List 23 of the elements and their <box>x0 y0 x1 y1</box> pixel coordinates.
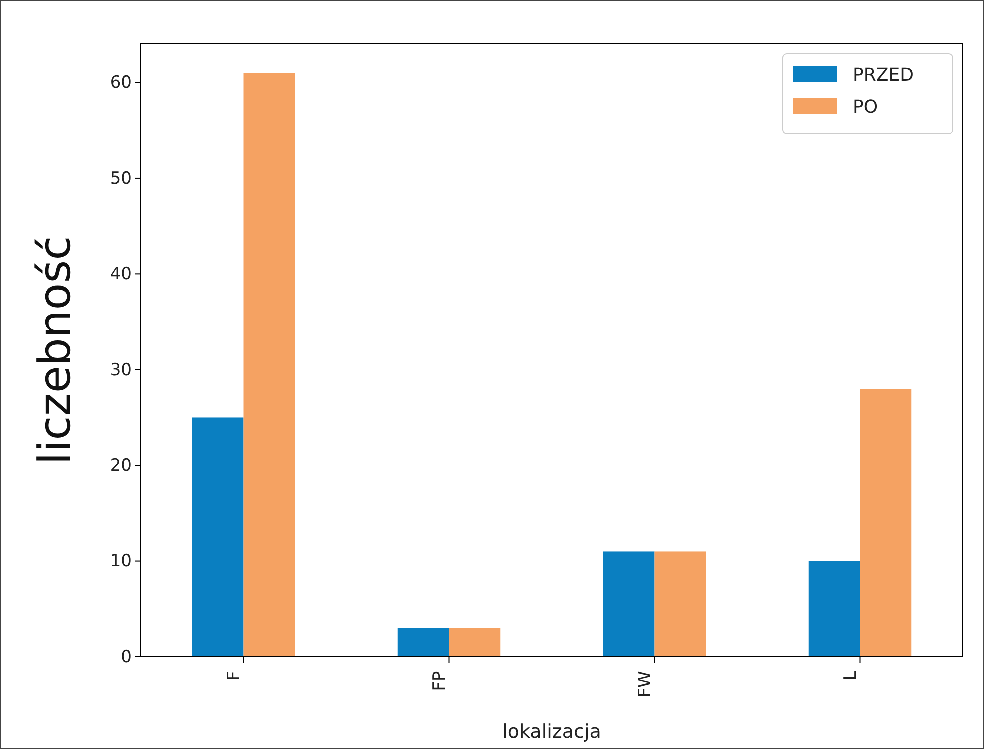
y-tick-label: 10 <box>110 552 132 572</box>
x-tick-label: FP <box>430 671 450 692</box>
bar <box>192 418 244 657</box>
legend-label: PRZED <box>853 65 914 86</box>
bar <box>449 628 501 657</box>
bar <box>603 552 655 657</box>
bar <box>398 628 450 657</box>
legend-label: PO <box>853 97 878 118</box>
bar <box>860 389 912 657</box>
x-tick-label: L <box>841 670 861 681</box>
y-tick-label: 40 <box>110 264 132 285</box>
y-tick-label: 30 <box>110 360 132 380</box>
bar <box>244 73 296 657</box>
y-tick-label: 0 <box>121 647 132 668</box>
y-tick-label: 50 <box>110 168 132 189</box>
x-axis-title: lokalizacja <box>502 721 602 743</box>
bar <box>654 552 706 657</box>
bar <box>808 561 860 657</box>
x-tick-label: F <box>224 671 244 681</box>
x-tick-label: FW <box>636 671 656 698</box>
y-axis-title: liczebność <box>30 236 81 465</box>
y-tick-label: 60 <box>110 73 132 94</box>
y-tick-label: 20 <box>110 456 132 476</box>
